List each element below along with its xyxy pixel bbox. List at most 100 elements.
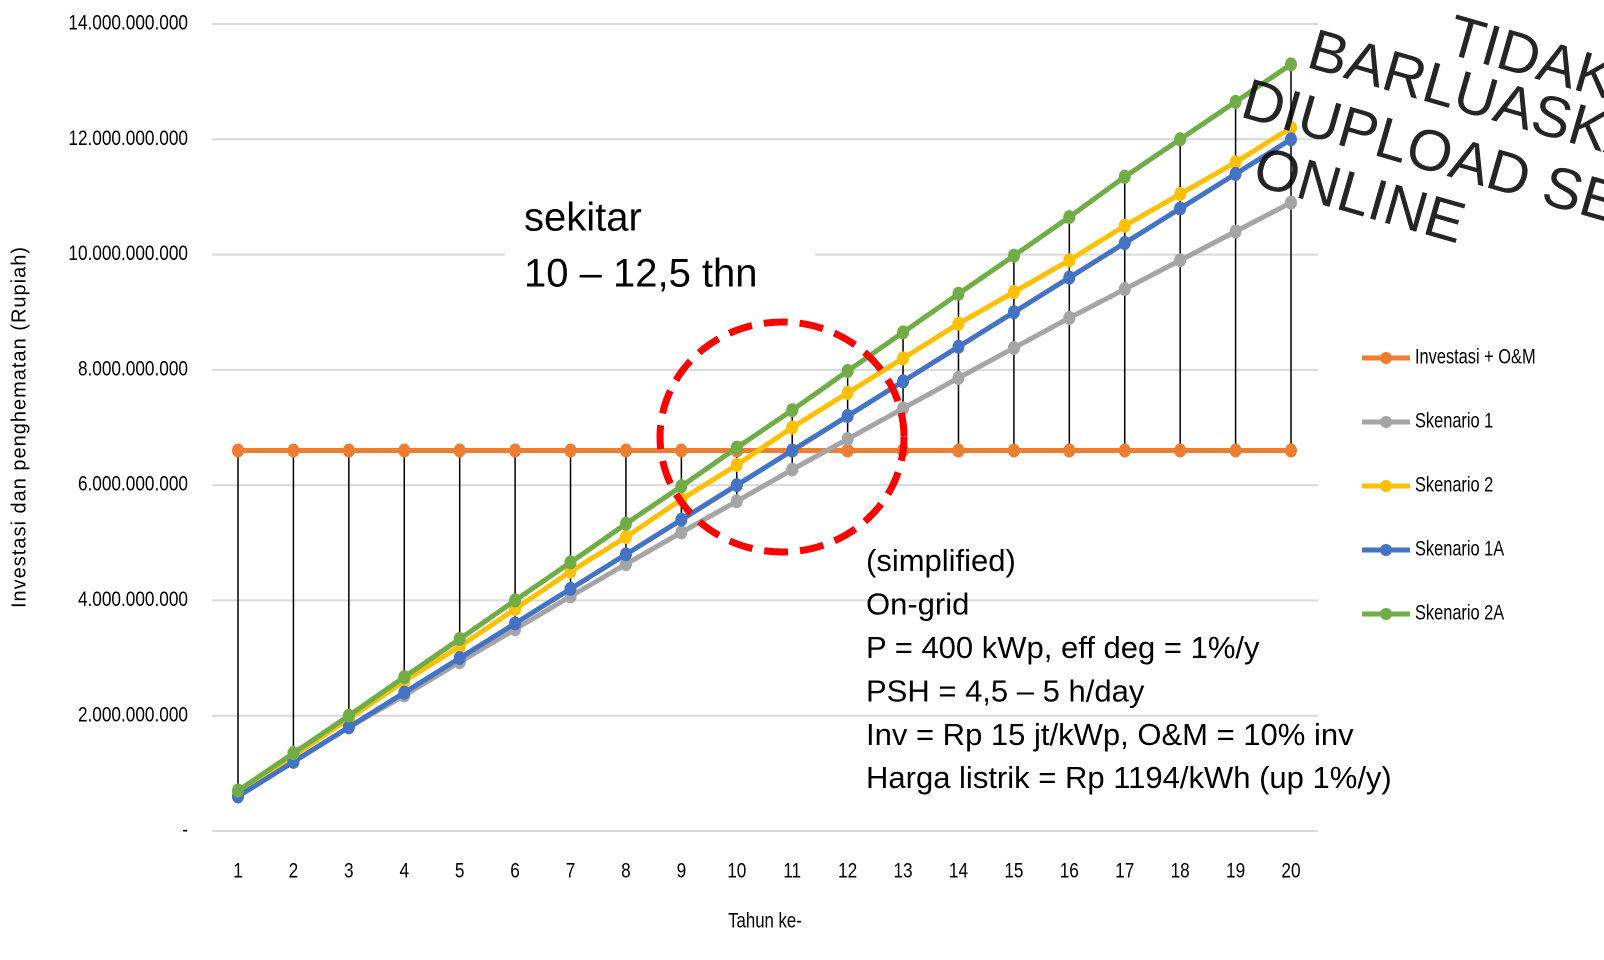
- y-tick-label: 4.000.000.000: [78, 588, 188, 611]
- point: [619, 547, 632, 562]
- y-tick-label: -: [182, 819, 188, 842]
- point: [730, 478, 743, 493]
- legend-marker: [1380, 544, 1392, 556]
- x-tick-label: 19: [1226, 860, 1245, 883]
- point: [952, 443, 965, 458]
- point: [1063, 310, 1076, 325]
- y-tick-label: 14.000.000.000: [68, 12, 188, 35]
- series-line: [236, 62, 1293, 793]
- legend-marker: [1380, 416, 1392, 428]
- point: [619, 443, 632, 458]
- point: [1118, 236, 1131, 251]
- legend-label: Skenario 1A: [1415, 537, 1505, 560]
- x-tick-label: 17: [1115, 860, 1134, 883]
- point: [675, 479, 688, 494]
- plot: [232, 57, 1297, 804]
- x-tick-label: 10: [727, 860, 746, 883]
- point: [952, 339, 965, 354]
- x-tick-label: 11: [783, 860, 801, 883]
- point: [619, 530, 632, 545]
- point: [1007, 443, 1020, 458]
- x-tick-label: 16: [1060, 860, 1079, 883]
- legend-label: Investasi + O&M: [1415, 345, 1536, 368]
- point: [952, 316, 965, 331]
- point: [564, 581, 577, 596]
- point: [897, 325, 910, 340]
- point: [1174, 132, 1187, 147]
- legend: Investasi + O&M Skenario 1 Skenario 2 Skena…: [1362, 345, 1536, 624]
- x-tick-label: 6: [510, 860, 520, 883]
- point: [1118, 282, 1131, 297]
- point: [509, 616, 522, 631]
- note-line: On-grid: [866, 587, 969, 622]
- y-tick-label: 12.000.000.000: [68, 127, 188, 150]
- point: [952, 370, 965, 385]
- y-tick-label: 10.000.000.000: [68, 243, 188, 266]
- note-line: PSH = 4,5 – 5 h/day: [866, 673, 1145, 708]
- point: [564, 555, 577, 570]
- legend-item: Skenario 1A: [1362, 537, 1505, 560]
- point: [1229, 224, 1242, 239]
- x-tick-label: 1: [233, 860, 243, 883]
- legend-item: Skenario 1: [1362, 409, 1493, 432]
- legend-item: Skenario 2: [1362, 473, 1493, 496]
- x-tick-label: 4: [399, 860, 409, 883]
- point: [786, 443, 799, 458]
- point: [342, 708, 355, 723]
- point: [619, 557, 632, 572]
- point: [453, 443, 466, 458]
- point: [952, 286, 965, 301]
- legend-marker: [1380, 608, 1392, 620]
- point: [730, 440, 743, 455]
- x-axis-title: Tahun ke-: [728, 910, 802, 933]
- point: [675, 443, 688, 458]
- point: [1063, 443, 1076, 458]
- point: [786, 462, 799, 477]
- point: [509, 593, 522, 608]
- point: [1174, 201, 1187, 216]
- x-tick-label: 15: [1004, 860, 1023, 883]
- point: [453, 651, 466, 666]
- point: [1174, 253, 1187, 268]
- x-tick-label: 18: [1171, 860, 1190, 883]
- series-line: [236, 200, 1293, 799]
- point: [398, 685, 411, 700]
- point: [509, 443, 522, 458]
- y-tick-label: 8.000.000.000: [78, 358, 188, 381]
- point: [287, 746, 300, 761]
- x-tick-label: 2: [289, 860, 299, 883]
- point: [1285, 120, 1297, 135]
- point: [1063, 210, 1076, 225]
- point: [841, 364, 854, 379]
- point: [675, 512, 688, 527]
- y-tick-label: 6.000.000.000: [78, 473, 188, 496]
- point: [1285, 57, 1297, 72]
- point: [897, 351, 910, 366]
- note-line: Harga listrik = Rp 1194/kWh (up 1%/y): [866, 760, 1392, 795]
- point: [841, 443, 854, 458]
- legend-item: Skenario 2A: [1362, 601, 1505, 624]
- notes: (simplified) On-grid P = 400 kWp, eff deg …: [866, 543, 1392, 795]
- point: [1007, 340, 1020, 355]
- point: [1118, 443, 1131, 458]
- callout-bg: [505, 190, 815, 310]
- point: [398, 670, 411, 685]
- legend-label: Skenario 2A: [1415, 601, 1505, 624]
- point: [1229, 94, 1242, 109]
- point: [1063, 253, 1076, 268]
- point: [398, 443, 411, 458]
- point: [619, 516, 632, 531]
- x-tick-label: 14: [949, 860, 968, 883]
- legend-label: Skenario 2: [1415, 473, 1493, 496]
- point: [1007, 248, 1020, 263]
- point: [1285, 443, 1297, 458]
- point: [1285, 195, 1297, 210]
- point: [897, 401, 910, 416]
- legend-item: Investasi + O&M: [1362, 345, 1536, 368]
- point: [232, 443, 244, 458]
- y-axis-title: Investasi dan penghematan (Rupiah): [8, 246, 30, 608]
- point: [730, 494, 743, 509]
- point: [841, 432, 854, 447]
- point: [1063, 270, 1076, 285]
